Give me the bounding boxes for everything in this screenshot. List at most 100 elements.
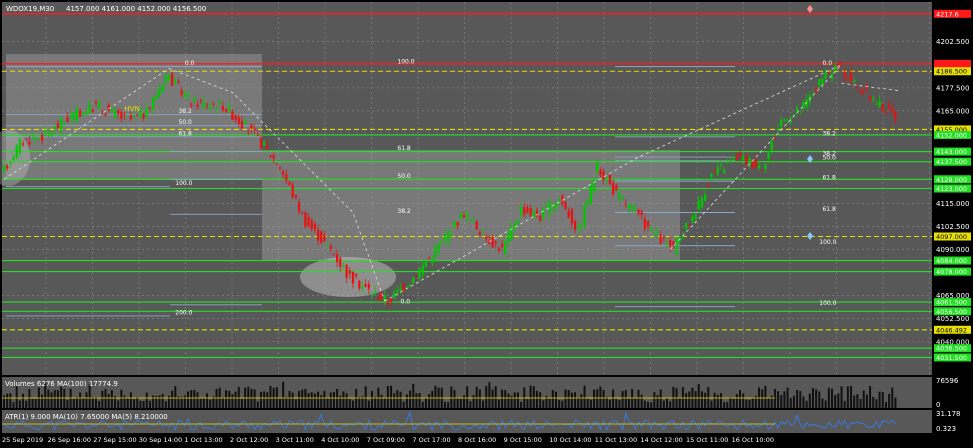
candle-body [875,103,878,105]
volume-bar [285,396,288,408]
fib-label: 100.0 [397,58,414,65]
volume-bar [516,392,519,408]
candle-body [770,140,773,151]
x-tick-label: 7 Oct 17:00 [412,436,450,444]
x-tick-label: 14 Oct 12:00 [640,436,682,444]
candle-body [307,216,310,227]
candle-body [386,301,389,304]
volume-bar [577,397,580,408]
volume-bar [15,385,18,408]
candle-body [56,122,60,128]
candle-body [25,139,28,140]
price-line-label-box [934,267,971,276]
x-tick-label: 16 Oct 10:00 [732,436,774,444]
trend-lines [3,64,899,302]
volume-bar [640,394,643,408]
candle-body [247,131,250,133]
price-line-label: 4097.000 [936,233,967,241]
candle-body [332,254,336,256]
volume-bar [399,391,402,408]
candle-body [710,174,713,178]
volume-bar [28,389,31,408]
fib-label: 38.2 [822,151,836,158]
volume-bar [672,386,675,408]
volume-bar [167,395,170,408]
volume-bar [98,400,101,408]
volume-bar [704,392,707,408]
volume-bar [719,393,722,408]
volume-bar [34,398,37,408]
annotation-label: HVN [125,105,140,113]
candle-body [180,90,183,95]
volume-bar [621,391,624,408]
candle-body [205,105,209,107]
candle-body [665,244,669,246]
candle-body [535,210,539,217]
volume-bar [145,392,148,408]
volume-bar [808,393,811,408]
candle-body [79,110,82,117]
volume-bar [707,387,710,408]
fib-label: 100.0 [175,180,192,187]
candle-body [28,141,31,145]
candle-body [849,72,853,81]
candle-body [805,99,808,108]
candle-body [155,95,158,100]
alert-marker-mid[interactable] [807,155,813,163]
volume-bar [443,401,446,408]
volume-bar [770,395,773,408]
candle-body [859,90,862,93]
volume-bar [107,394,110,408]
candle-body [412,277,415,284]
price-line-label-box [934,59,971,68]
candle-body [361,286,364,289]
candle-body [186,93,190,97]
volume-bar [586,398,589,408]
candle-body [573,221,577,230]
candle-body [259,138,263,149]
volume-bar [783,391,786,408]
y-tick-label: 4102.500 [936,223,969,231]
volume-bar [818,391,821,408]
volume-bar [355,388,358,408]
price-line-label-box [934,232,971,241]
candle-body [735,156,738,161]
alert-marker-low[interactable] [807,232,813,240]
candle-body [697,199,700,210]
candle-body [85,112,88,115]
volume-bar [304,388,307,408]
volume-bar [589,399,592,408]
volume-bar [853,395,856,408]
candle-body [450,234,453,237]
volume-bar [535,390,538,408]
volume-bar [126,397,129,408]
alert-marker-top[interactable] [807,5,813,13]
candle-body [428,257,431,259]
candle-body [396,289,399,293]
volume-label: Volumes 6276 MA(100) 17774.9 [5,380,118,388]
x-tick-label: 11 Oct 13:00 [595,436,637,444]
volume-bar [393,393,396,408]
volume-bar [729,397,732,408]
time-axis: 25 Sep 2019 26 Sep 16:00 27 Sep 15:00 30 Se… [2,436,774,444]
candle-body [767,151,770,159]
candle-body [796,108,799,112]
volume-bar [751,397,754,408]
volume-bar [82,397,85,408]
atr-series [3,410,896,432]
volume-bar [110,390,113,408]
candle-body [202,101,205,108]
volume-bar [225,390,228,408]
volume-bar [129,392,132,408]
candle-body [545,206,548,208]
volume-bar [212,396,215,408]
price-line-label-box [934,147,971,156]
candle-body [884,111,888,114]
candle-body [792,114,796,117]
price-line-label: 4078.000 [936,268,967,276]
candle-body [504,240,507,255]
volume-bar [653,392,656,408]
volume-bar [583,385,586,408]
candle-body [729,160,732,162]
